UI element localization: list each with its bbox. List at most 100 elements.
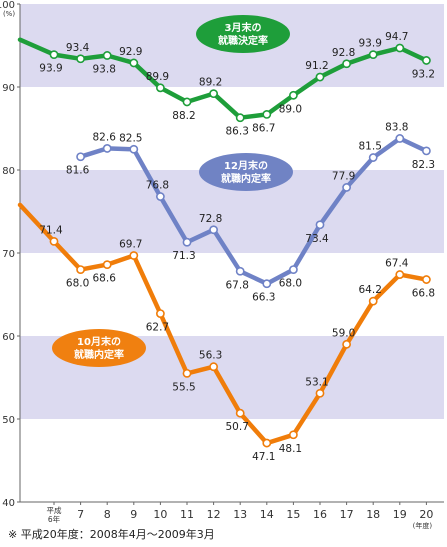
point-0-4 — [155, 83, 165, 93]
point-0-6 — [209, 89, 218, 99]
point-0-12 — [368, 50, 378, 60]
point-2-6 — [209, 362, 218, 372]
data-label-0-5: 88.2 — [172, 110, 195, 122]
data-label-2-10: 53.1 — [305, 376, 328, 388]
data-label-1-3: 82.5 — [119, 132, 142, 144]
data-label-2-2: 68.6 — [93, 273, 117, 285]
series-label-green-bg — [196, 15, 290, 53]
point-1-13 — [395, 134, 405, 143]
point-0-10 — [315, 72, 325, 82]
point-0-0 — [49, 50, 59, 60]
series-label-orange-line2: 就職内定率 — [74, 348, 124, 361]
data-label-2-9: 48.1 — [279, 443, 302, 455]
point-0-14 — [421, 56, 431, 65]
point-0-5 — [182, 97, 192, 107]
data-label-0-14: 93.2 — [412, 68, 435, 80]
point-1-11 — [342, 183, 351, 192]
x-tick-label-0-line1: 平成 — [47, 505, 62, 515]
point-0-13 — [395, 43, 405, 53]
y-tick-label-40: 40 — [2, 498, 15, 509]
x-tick-label-14: 20 — [419, 508, 433, 521]
point-2-7 — [235, 408, 245, 418]
series-label-blue-bg — [199, 153, 293, 191]
point-1-8 — [262, 279, 272, 289]
point-2-0 — [49, 236, 59, 246]
x-tick-label-0-line2: 6年 — [48, 514, 61, 524]
point-0-3 — [129, 58, 139, 68]
data-label-0-2: 93.8 — [93, 63, 116, 75]
x-tick-label-12: 18 — [366, 508, 380, 521]
data-label-0-0: 93.9 — [39, 63, 62, 75]
data-label-0-3: 92.9 — [119, 46, 142, 58]
data-label-1-4: 76.8 — [146, 180, 169, 192]
point-1-12 — [368, 153, 378, 162]
data-label-2-12: 64.2 — [359, 284, 382, 296]
data-label-0-13: 94.7 — [385, 31, 408, 43]
data-label-2-3: 69.7 — [119, 238, 142, 250]
data-label-0-11: 92.8 — [332, 47, 355, 59]
data-label-1-7: 67.8 — [226, 279, 249, 291]
data-label-0-7: 86.3 — [226, 126, 249, 138]
point-2-4 — [155, 309, 165, 318]
x-tick-label-7: 13 — [233, 508, 247, 521]
point-2-11 — [342, 339, 351, 349]
x-tick-label-10: 16 — [313, 508, 327, 521]
x-tick-label-3: 9 — [130, 508, 137, 521]
point-0-2 — [102, 51, 112, 60]
data-label-1-10: 73.4 — [305, 233, 329, 245]
data-label-2-7: 50.7 — [226, 421, 249, 433]
point-1-6 — [209, 225, 218, 235]
series-points — [49, 43, 431, 448]
y-tick-label-80: 80 — [2, 166, 15, 177]
x-tick-label-6: 12 — [207, 508, 221, 521]
data-label-1-13: 83.8 — [385, 121, 408, 133]
point-2-8 — [262, 438, 272, 448]
y-tick-label-90: 90 — [2, 83, 15, 94]
data-label-1-5: 71.3 — [172, 250, 195, 262]
data-label-2-4: 62.7 — [146, 322, 169, 334]
data-label-2-14: 66.8 — [412, 288, 435, 300]
data-label-2-5: 55.5 — [172, 381, 195, 393]
series-label-blue-line1: 12月末の — [224, 159, 268, 172]
point-0-1 — [76, 54, 85, 64]
series-label-green-line2: 就職決定率 — [218, 34, 268, 47]
data-label-1-12: 81.5 — [359, 141, 382, 153]
point-2-10 — [315, 388, 325, 398]
footnote: ※ 平成20年度：2008年4月～2009年3月 — [8, 528, 215, 541]
point-2-5 — [182, 368, 192, 378]
series-label-orange-line1: 10月末の — [77, 335, 121, 348]
data-label-1-2: 82.6 — [93, 131, 117, 143]
series-label-blue-line2: 就職内定率 — [221, 172, 271, 185]
x-tick-label-9: 15 — [286, 508, 300, 521]
data-label-2-11: 59.0 — [332, 327, 355, 339]
x-tick-label-13: 19 — [393, 508, 407, 521]
data-label-0-6: 89.2 — [199, 77, 222, 89]
point-1-10 — [315, 220, 325, 230]
point-2-12 — [368, 296, 378, 306]
point-2-13 — [395, 270, 405, 279]
data-label-0-9: 89.0 — [279, 103, 302, 115]
y-tick-label-50: 50 — [2, 415, 15, 426]
data-label-1-6: 72.8 — [199, 213, 222, 225]
data-label-1-9: 68.0 — [279, 278, 302, 290]
point-2-14 — [421, 275, 431, 284]
x-tick-label-2: 8 — [104, 508, 111, 521]
x-axis-unit: (年度) — [413, 521, 433, 530]
data-label-1-8: 66.3 — [252, 292, 275, 304]
x-tick-label-5: 11 — [180, 508, 194, 521]
axes — [17, 3, 444, 505]
point-1-9 — [288, 265, 298, 274]
data-label-1-14: 82.3 — [412, 159, 435, 171]
series-line-0 — [17, 37, 429, 120]
data-label-2-13: 67.4 — [385, 258, 409, 270]
data-label-0-10: 91.2 — [305, 60, 328, 72]
point-1-3 — [129, 144, 139, 154]
x-tick-label-11: 17 — [340, 508, 354, 521]
series-label-orange-bg — [52, 329, 146, 367]
point-0-9 — [288, 90, 298, 100]
data-label-0-1: 93.4 — [66, 42, 90, 54]
point-1-14 — [421, 146, 431, 156]
data-label-0-4: 89.9 — [146, 71, 169, 83]
series-lines — [17, 37, 429, 446]
